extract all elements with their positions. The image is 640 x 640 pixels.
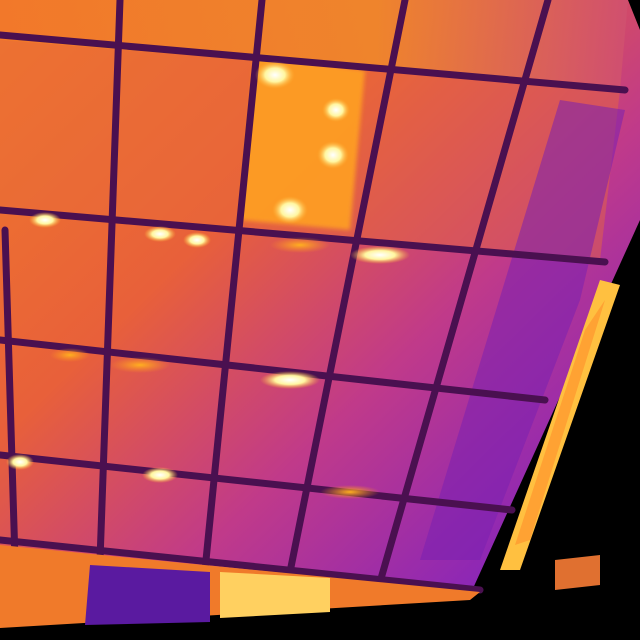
hotspot [317,141,349,169]
hotspot [29,212,61,228]
panel-top-row [0,0,628,90]
cell-border [0,31,629,94]
cell-border [0,206,609,266]
cool-region [420,100,625,560]
hotspot [272,196,308,224]
hotspot [260,371,320,389]
hotspot [6,454,34,470]
hotspot [142,467,178,483]
cell-border [0,336,549,404]
cell-border [96,0,124,564]
hotspot [183,232,211,248]
cell-border [0,536,484,594]
warm-spot [270,237,330,253]
hotspot [255,61,295,89]
hotspot [144,226,176,242]
cell-border [0,451,516,514]
hot-strip [220,572,330,618]
side-frame-glow [515,300,605,545]
warm-spot [320,485,380,499]
hotspot [350,246,410,264]
warm-spot [50,348,90,362]
hotspot [322,98,350,122]
corner-warm [555,555,600,590]
cell-border [201,0,266,574]
cool-strip [85,565,210,625]
cell-border [286,0,409,576]
hotspots [6,61,410,499]
cell-border [1,226,19,564]
grid-lines [0,0,629,594]
cell-border [376,0,552,586]
warm-spot [110,357,170,373]
